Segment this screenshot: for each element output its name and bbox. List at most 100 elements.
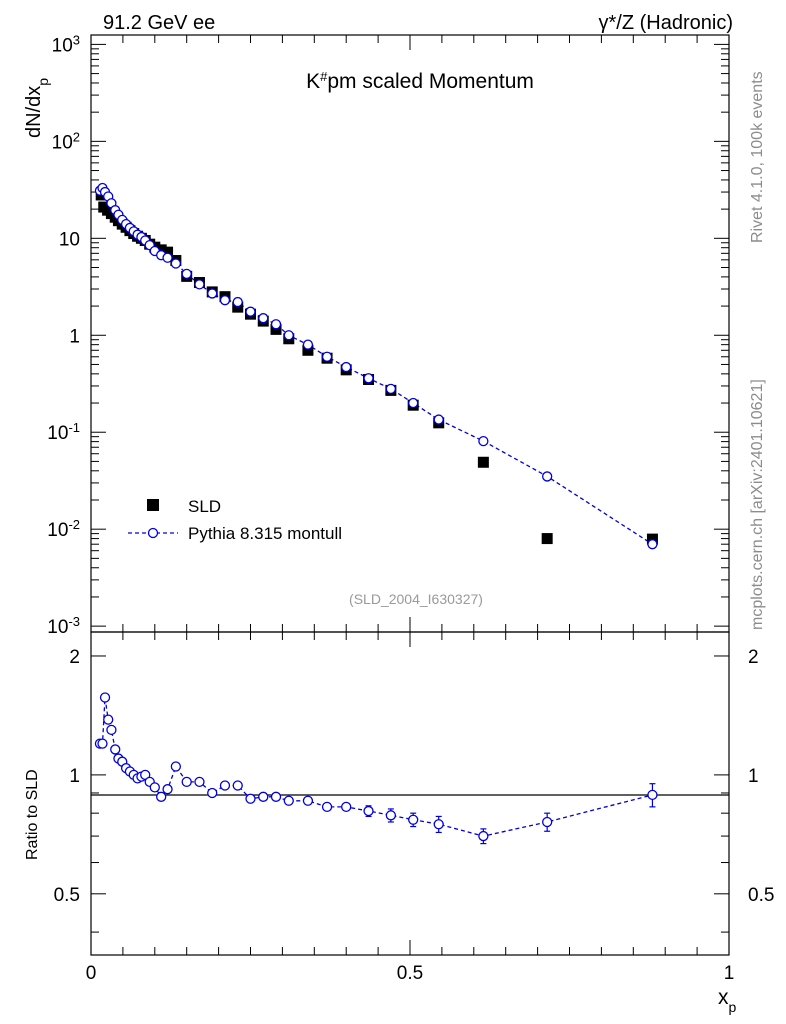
mc-point <box>542 471 553 482</box>
mc-point <box>207 288 218 299</box>
y-tick-label: 10-3 <box>47 614 80 639</box>
ratio-y-tick-labels: 0.5 0.5 1 1 2 2 <box>54 647 775 906</box>
sld-point <box>541 533 553 545</box>
mc-point <box>181 268 192 279</box>
main-y-axis-label: dN/dxp <box>23 78 51 138</box>
x-tick-label: 0.5 <box>397 963 423 984</box>
mcplots-label: mcplots.cern.ch [arXiv:2401.10621] <box>749 379 766 630</box>
ratio-point <box>149 782 160 793</box>
ratio-point <box>194 776 205 788</box>
ratio-point <box>207 787 218 799</box>
mc-point <box>321 351 333 362</box>
ratio-point <box>162 784 173 795</box>
mc-series-line <box>99 186 653 545</box>
ratio-plot-frame <box>90 631 730 956</box>
mc-line-path <box>99 186 653 545</box>
mc-point <box>283 330 294 341</box>
ratio-point <box>103 714 114 725</box>
mc-point <box>385 383 397 395</box>
ratio-y-tick-label-left: 0.5 <box>54 885 80 906</box>
sld-data-points <box>95 189 658 545</box>
ratio-point <box>156 791 167 802</box>
ratio-point <box>341 801 352 813</box>
ratio-y-tick-label-right: 0.5 <box>748 885 774 906</box>
ratio-point <box>321 801 333 813</box>
y-tick-label: 1 <box>69 326 80 347</box>
ratio-point <box>170 761 182 772</box>
ratio-point <box>181 776 192 788</box>
mc-point <box>433 414 444 425</box>
process-label: γ*/Z (Hadronic) <box>599 12 733 34</box>
ratio-point <box>219 780 231 791</box>
ratio-point <box>270 791 282 802</box>
legend: SLD Pythia 8.315 montull <box>128 497 342 543</box>
sld-point <box>302 344 314 356</box>
ratio-point <box>232 780 243 791</box>
y-tick-label: 103 <box>52 32 80 57</box>
analysis-watermark: (SLD_2004_I630327) <box>349 591 483 607</box>
y-tick-label: 10-1 <box>47 420 80 445</box>
main-y-tick-labels: 10-3 10-2 10-1 1 10 102 103 <box>47 32 80 638</box>
ratio-point <box>110 744 121 755</box>
y-tick-label: 102 <box>52 129 80 154</box>
ratio-point <box>363 805 374 817</box>
mc-point <box>170 258 182 269</box>
ratio-point <box>647 789 658 801</box>
ratio-y-axis-label: Ratio to SLD <box>24 769 41 860</box>
mc-point <box>258 313 269 324</box>
mc-point <box>162 252 173 263</box>
legend-sld-label: SLD <box>188 497 221 516</box>
y-tick-label: 10-2 <box>47 517 80 542</box>
ratio-data-points <box>94 692 658 845</box>
mc-point <box>194 279 205 290</box>
ratio-axis-ticks <box>90 632 730 955</box>
legend-sld-marker <box>147 499 159 511</box>
ratio-point <box>245 793 256 804</box>
energy-label: 91.2 GeV ee <box>103 12 215 34</box>
mc-point <box>270 319 282 330</box>
mc-point <box>232 296 243 308</box>
ratio-y-tick-label-right: 2 <box>748 647 759 668</box>
mc-point <box>302 339 314 350</box>
x-tick-label: 1 <box>724 963 735 984</box>
mc-point <box>408 397 419 409</box>
mc-point <box>245 306 256 317</box>
mc-point <box>363 373 374 384</box>
x-tick-label: 0 <box>86 963 97 984</box>
ratio-point <box>258 791 269 802</box>
legend-mc-label: Pythia 8.315 montull <box>188 524 342 543</box>
ratio-point <box>408 814 419 825</box>
ratio-series-line <box>99 697 653 837</box>
main-plot-frame <box>90 34 730 633</box>
legend-mc-marker <box>147 527 159 539</box>
mc-point <box>478 435 489 447</box>
mc-data-points <box>94 182 658 550</box>
ratio-y-tick-label-right: 1 <box>748 766 759 787</box>
rivet-label: Rivet 4.1.0, 100k events <box>749 71 766 243</box>
plot-title: K#pm scaled Momentum <box>306 69 534 94</box>
svg-text:dN/dxp: dN/dxp <box>23 78 51 138</box>
ratio-point <box>283 795 294 806</box>
y-tick-label: 10 <box>59 229 80 250</box>
ratio-point <box>542 816 553 828</box>
ratio-point <box>478 830 489 842</box>
ratio-point <box>433 819 444 830</box>
ratio-line-path <box>99 697 653 837</box>
main-axis-ticks <box>90 35 730 632</box>
ratio-point <box>302 795 314 806</box>
ratio-point <box>106 724 117 736</box>
mc-point <box>219 295 231 306</box>
mc-point <box>647 539 658 550</box>
sld-point <box>162 246 174 258</box>
sld-point <box>477 456 489 468</box>
ratio-y-tick-label-left: 1 <box>69 766 80 787</box>
ratio-point <box>385 810 397 821</box>
ratio-point <box>97 738 108 749</box>
x-axis-label: xp <box>718 986 737 1015</box>
sld-point <box>270 323 282 335</box>
mc-point <box>341 361 352 373</box>
sld-point <box>155 244 167 256</box>
ratio-point <box>99 692 111 703</box>
ratio-y-tick-label-left: 2 <box>69 647 80 668</box>
